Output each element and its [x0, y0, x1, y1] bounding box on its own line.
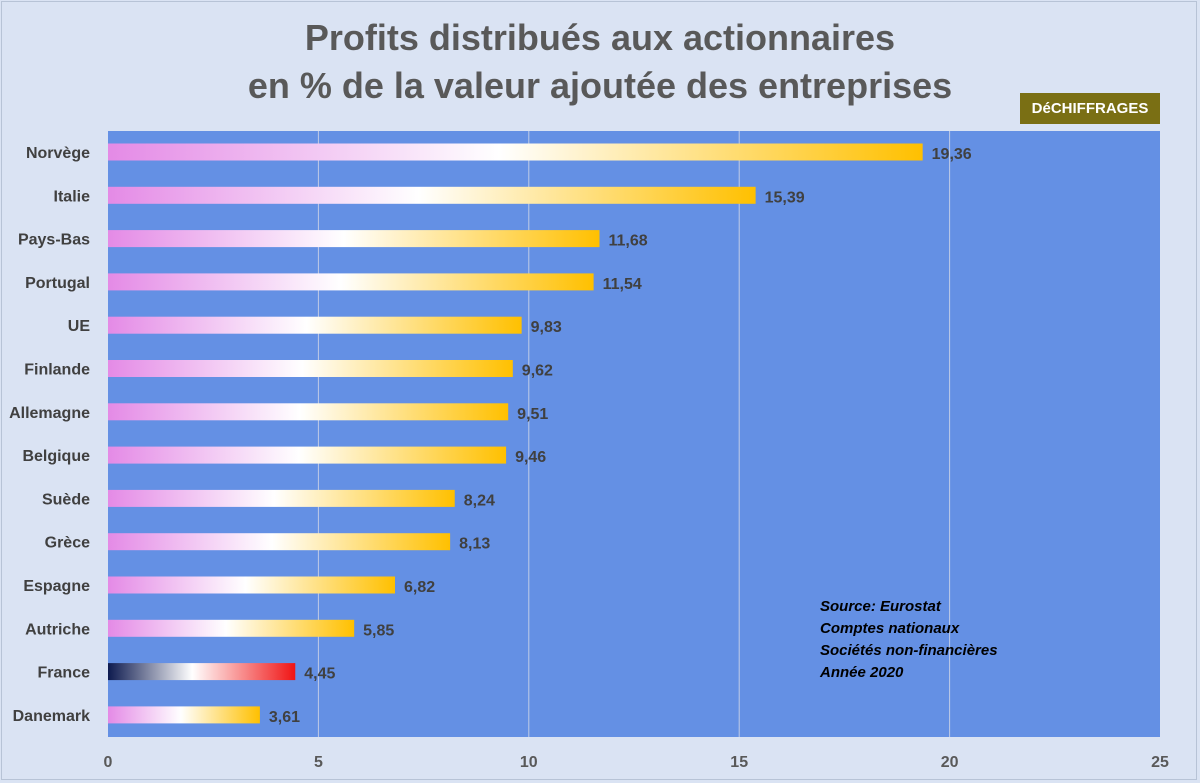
data-label-norvege: 19,36	[932, 146, 972, 163]
bar-italie	[108, 186, 756, 204]
bars	[108, 143, 923, 724]
bar-pays-bas	[108, 230, 600, 248]
data-label-danemark: 3,61	[269, 709, 300, 726]
bar-ue	[108, 316, 522, 334]
category-label-pays-bas: Pays-Bas	[18, 232, 90, 249]
brand-badge: DéCHIFFRAGES	[1020, 93, 1160, 124]
category-label-belgique: Belgique	[22, 448, 90, 465]
bar-portugal	[108, 273, 594, 291]
category-label-grece: Grèce	[45, 535, 90, 552]
data-label-allemagne: 9,51	[517, 406, 548, 423]
data-label-finlande: 9,62	[522, 363, 553, 380]
data-label-suede: 8,24	[464, 492, 495, 509]
x-tick-label-5: 5	[314, 754, 323, 771]
data-label-pays-bas: 11,68	[608, 233, 647, 250]
bar-finlande	[108, 360, 513, 377]
chart-title-line-2: en % de la valeur ajoutée des entreprise…	[247, 65, 953, 106]
bar-autriche	[108, 619, 355, 637]
bar-allemagne	[108, 403, 509, 421]
category-label-france: France	[38, 665, 91, 682]
source-line-1: Source: Eurostat	[820, 598, 941, 615]
plot-area	[108, 131, 1160, 737]
category-label-allemagne: Allemagne	[9, 405, 90, 422]
category-label-danemark: Danemark	[13, 708, 90, 725]
bar-france	[108, 663, 296, 681]
category-label-italie: Italie	[54, 188, 91, 205]
data-label-espagne: 6,82	[404, 579, 435, 596]
data-label-ue: 9,83	[531, 319, 562, 336]
data-label-portugal: 11,54	[603, 276, 642, 293]
data-label-autriche: 5,85	[363, 622, 394, 639]
bar-espagne	[108, 576, 395, 594]
bar-danemark	[108, 706, 260, 724]
source-line-3: Sociétés non-financières	[820, 642, 998, 659]
x-tick-label-10: 10	[520, 754, 538, 771]
source-line-2: Comptes nationaux	[820, 620, 960, 637]
data-label-belgique: 9,46	[515, 449, 546, 466]
bar-norvege	[108, 143, 923, 161]
chart-title: Profits distribués aux actionnaires en %…	[0, 14, 1200, 110]
x-tick-label-20: 20	[941, 754, 959, 771]
category-label-espagne: Espagne	[23, 578, 90, 595]
bar-belgique	[108, 446, 507, 464]
x-tick-label-25: 25	[1151, 754, 1169, 771]
bar-grece	[108, 533, 451, 551]
category-label-autriche: Autriche	[25, 621, 90, 638]
bar-suede	[108, 489, 455, 507]
category-label-portugal: Portugal	[25, 275, 90, 292]
data-label-grece: 8,13	[459, 536, 490, 553]
category-label-suede: Suède	[42, 491, 90, 508]
x-tick-label-15: 15	[730, 754, 748, 771]
source-line-4: Année 2020	[820, 664, 904, 681]
labels: 0 5 10 15 20 25 Norvège 19,36 Italie 15,39 Pays-Ba…	[9, 145, 1169, 771]
x-tick-label-0: 0	[104, 754, 113, 771]
category-label-norvege: Norvège	[26, 145, 90, 162]
category-label-finlande: Finlande	[24, 362, 90, 379]
data-label-france: 4,45	[304, 666, 335, 683]
source-note: Source: Eurostat Comptes nationaux Socié…	[820, 596, 998, 684]
category-label-ue: UE	[68, 318, 91, 335]
chart-title-line-1: Profits distribués aux actionnaires	[304, 17, 896, 58]
data-label-italie: 15,39	[765, 189, 805, 206]
